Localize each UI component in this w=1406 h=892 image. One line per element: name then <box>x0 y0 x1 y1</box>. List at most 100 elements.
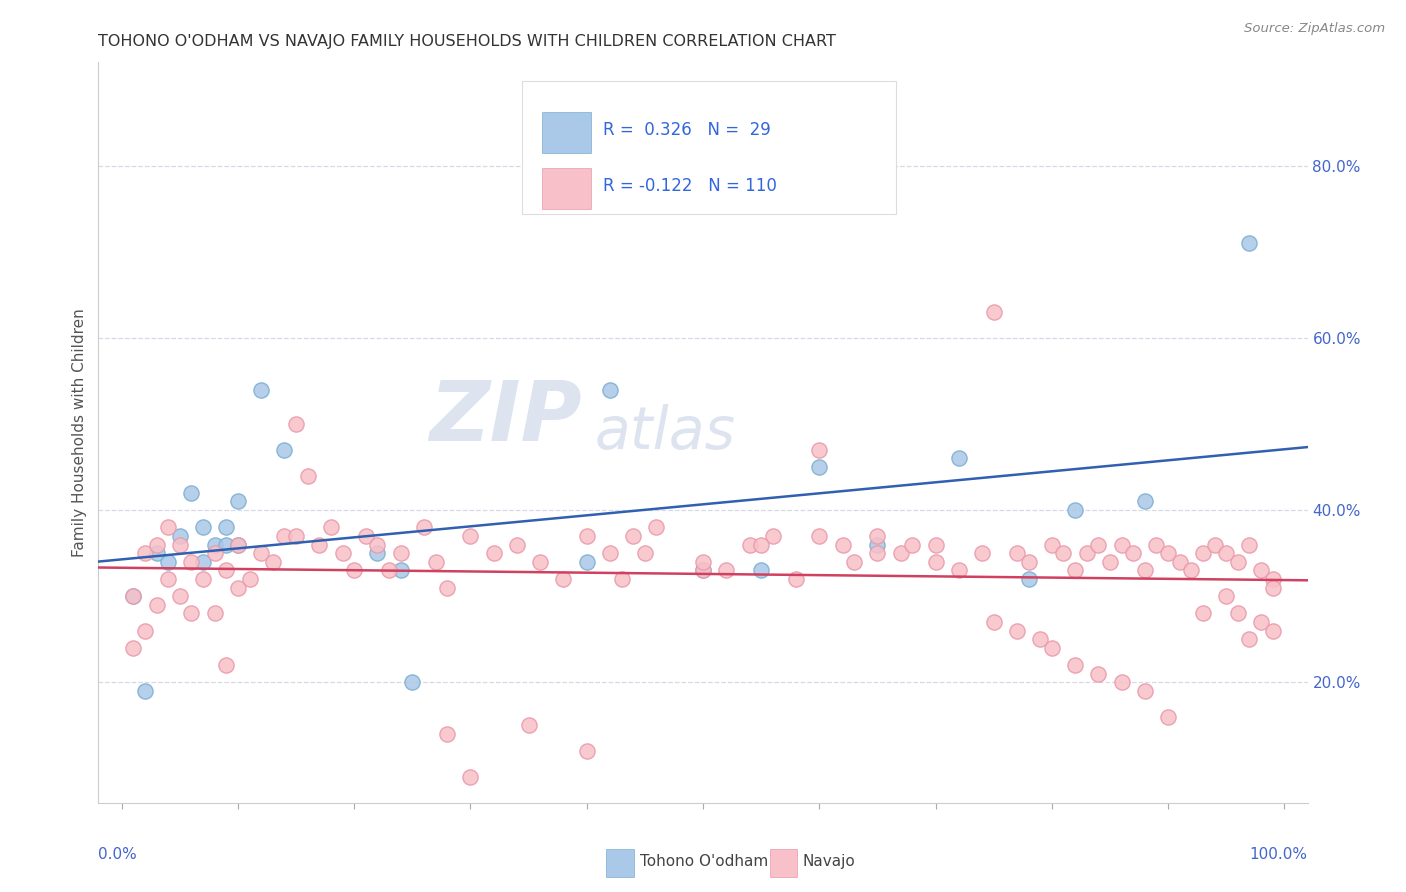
Point <box>1087 537 1109 551</box>
FancyBboxPatch shape <box>522 81 897 214</box>
Point <box>226 537 249 551</box>
Point <box>134 624 156 638</box>
Point <box>599 383 621 397</box>
Point <box>1087 666 1109 681</box>
Point <box>621 529 644 543</box>
Point <box>122 589 145 603</box>
Point <box>1180 563 1202 577</box>
Point <box>553 572 575 586</box>
Point <box>180 607 202 621</box>
Point <box>425 555 447 569</box>
Point <box>145 598 167 612</box>
Point <box>1111 537 1133 551</box>
Point <box>215 563 238 577</box>
Point <box>808 442 831 457</box>
Point <box>1192 546 1215 560</box>
Text: Tohono O'odham: Tohono O'odham <box>640 854 768 869</box>
Point <box>1250 615 1272 629</box>
Point <box>1018 572 1040 586</box>
Point <box>890 546 912 560</box>
Point <box>1064 503 1087 517</box>
Point <box>134 684 156 698</box>
Point <box>297 468 319 483</box>
Text: atlas: atlas <box>595 404 735 461</box>
Point <box>1168 555 1191 569</box>
Point <box>1133 494 1156 508</box>
Y-axis label: Family Households with Children: Family Households with Children <box>72 309 87 557</box>
Point <box>844 555 866 569</box>
Text: 0.0%: 0.0% <box>98 847 138 863</box>
Point <box>262 555 284 569</box>
Point <box>366 546 388 560</box>
Point <box>460 529 482 543</box>
Point <box>808 460 831 475</box>
Point <box>1192 607 1215 621</box>
Point <box>191 520 214 534</box>
Point <box>191 555 214 569</box>
Point <box>1076 546 1098 560</box>
Point <box>924 555 946 569</box>
Text: Source: ZipAtlas.com: Source: ZipAtlas.com <box>1244 22 1385 36</box>
Point <box>180 486 202 500</box>
Point <box>575 529 598 543</box>
Text: ZIP: ZIP <box>429 377 582 458</box>
Point <box>145 546 167 560</box>
Point <box>204 607 226 621</box>
Point <box>204 537 226 551</box>
Point <box>1157 546 1180 560</box>
Point <box>749 537 772 551</box>
Text: R = -0.122   N = 110: R = -0.122 N = 110 <box>603 177 776 194</box>
Point <box>250 383 273 397</box>
Point <box>1064 563 1087 577</box>
Point <box>273 529 295 543</box>
Point <box>1226 607 1249 621</box>
Point <box>226 581 249 595</box>
Point <box>948 563 970 577</box>
Point <box>145 537 167 551</box>
Point <box>575 555 598 569</box>
Point <box>389 546 412 560</box>
Point <box>1029 632 1052 647</box>
Point <box>1111 675 1133 690</box>
Point <box>482 546 505 560</box>
Point <box>332 546 354 560</box>
Point <box>866 529 889 543</box>
Point <box>1204 537 1226 551</box>
Point <box>749 563 772 577</box>
Point <box>692 555 714 569</box>
Point <box>215 520 238 534</box>
Bar <box>769 848 797 877</box>
Point <box>762 529 785 543</box>
Point <box>1157 709 1180 723</box>
Point <box>180 555 202 569</box>
Bar <box>543 168 591 209</box>
Point <box>901 537 924 551</box>
Bar <box>543 112 591 153</box>
Point <box>1239 537 1261 551</box>
Point <box>1018 555 1040 569</box>
Point <box>785 572 807 586</box>
Text: 100.0%: 100.0% <box>1250 847 1308 863</box>
Point <box>389 563 412 577</box>
Point <box>970 546 993 560</box>
Point <box>808 529 831 543</box>
Point <box>1133 563 1156 577</box>
Point <box>831 537 853 551</box>
Point <box>716 563 738 577</box>
Point <box>610 572 633 586</box>
Point <box>1215 546 1237 560</box>
Point <box>924 537 946 551</box>
Point <box>1239 236 1261 251</box>
Point <box>215 658 238 673</box>
Bar <box>606 848 634 877</box>
Point <box>343 563 366 577</box>
Point <box>1098 555 1121 569</box>
Point <box>575 744 598 758</box>
Point <box>239 572 262 586</box>
Point <box>215 537 238 551</box>
Point <box>529 555 551 569</box>
Point <box>319 520 342 534</box>
Point <box>157 520 180 534</box>
Point <box>517 718 540 732</box>
Point <box>866 537 889 551</box>
